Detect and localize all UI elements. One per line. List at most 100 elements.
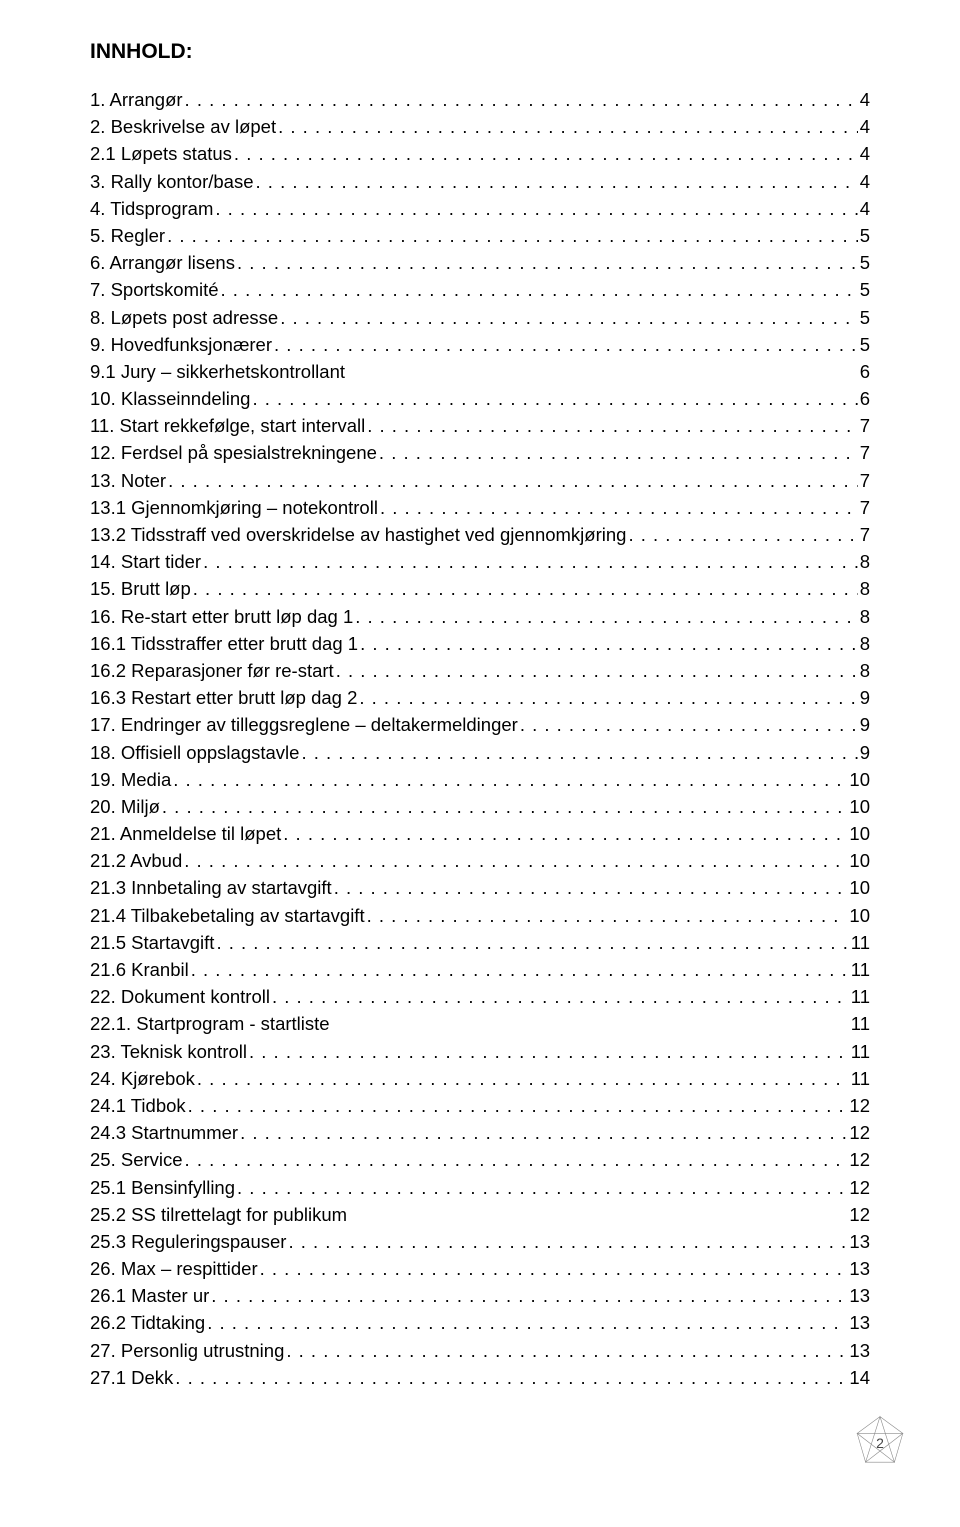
toc-page: 10 <box>849 847 870 874</box>
toc-leader <box>207 1309 847 1336</box>
toc-row: 16.2 Reparasjoner før re-start8 <box>90 657 870 684</box>
toc-row: 3. Rally kontor/base4 <box>90 168 870 195</box>
toc-label: 2.1 Løpets status <box>90 140 232 167</box>
toc-row: 5. Regler5 <box>90 222 870 249</box>
toc-page: 6 <box>860 358 870 385</box>
toc-leader <box>367 902 848 929</box>
toc-leader <box>188 1092 848 1119</box>
toc-row: 16. Re-start etter brutt løp dag 18 <box>90 603 870 630</box>
toc-page: 11 <box>851 983 870 1010</box>
toc-page: 5 <box>860 249 870 276</box>
toc-row: 16.1 Tidsstraffer etter brutt dag 18 <box>90 630 870 657</box>
toc-leader <box>168 467 858 494</box>
toc-page: 4 <box>860 86 870 113</box>
toc-row: 20. Miljø10 <box>90 793 870 820</box>
toc-heading: INNHOLD: <box>90 40 870 64</box>
toc-leader <box>278 113 858 140</box>
toc-label: 26.1 Master ur <box>90 1282 209 1309</box>
toc-label: 27.1 Dekk <box>90 1364 173 1391</box>
toc-page: 11 <box>851 1010 870 1037</box>
toc-page: 13 <box>849 1309 870 1336</box>
toc-page: 13 <box>849 1228 870 1255</box>
toc-row: 13.1 Gjennomkjøring – notekontroll7 <box>90 494 870 521</box>
toc-label: 8. Løpets post adresse <box>90 304 278 331</box>
toc-leader <box>221 276 858 303</box>
toc-label: 25.1 Bensinfylling <box>90 1174 235 1201</box>
toc-label: 4. Tidsprogram <box>90 195 213 222</box>
toc-page: 12 <box>849 1092 870 1119</box>
toc-row: 23. Teknisk kontroll11 <box>90 1038 870 1065</box>
toc-row: 2.1 Løpets status 4 <box>90 140 870 167</box>
toc-row: 9. Hovedfunksjonærer5 <box>90 331 870 358</box>
toc-label: 5. Regler <box>90 222 165 249</box>
toc-row: 17. Endringer av tilleggsreglene – delta… <box>90 711 870 738</box>
toc-row: 25.3 Reguleringspauser13 <box>90 1228 870 1255</box>
toc-page: 7 <box>860 521 870 548</box>
toc-label: 16.1 Tidsstraffer etter brutt dag 1 <box>90 630 358 657</box>
toc-page: 4 <box>860 140 870 167</box>
toc-leader <box>334 874 848 901</box>
toc-leader <box>185 1146 848 1173</box>
toc-page: 12 <box>849 1201 870 1228</box>
toc-leader <box>249 1038 849 1065</box>
toc-label: 21.2 Avbud <box>90 847 182 874</box>
toc-row: 10. Klasseinndeling6 <box>90 385 870 412</box>
toc-row: 6. Arrangør lisens5 <box>90 249 870 276</box>
toc-leader <box>301 739 857 766</box>
toc-page: 5 <box>860 331 870 358</box>
toc-label: 22. Dokument kontroll <box>90 983 270 1010</box>
toc-row: 26.1 Master ur 13 <box>90 1282 870 1309</box>
toc-leader <box>260 1255 848 1282</box>
toc-leader <box>280 304 858 331</box>
toc-row: 16.3 Restart etter brutt løp dag 29 <box>90 684 870 711</box>
toc-row: 13.2 Tidsstraff ved overskridelse av has… <box>90 521 870 548</box>
toc-page: 7 <box>860 494 870 521</box>
toc-row: 9.1 Jury – sikkerhetskontrollant 6 <box>90 358 870 385</box>
toc-leader <box>167 222 858 249</box>
toc-leader <box>286 1337 847 1364</box>
toc-leader <box>288 1228 847 1255</box>
toc-page: 12 <box>849 1174 870 1201</box>
toc-page: 10 <box>849 793 870 820</box>
toc-leader <box>359 684 857 711</box>
toc-leader <box>380 494 858 521</box>
toc-label: 13. Noter <box>90 467 166 494</box>
toc-leader <box>240 1119 847 1146</box>
toc-row: 27.1 Dekk14 <box>90 1364 870 1391</box>
toc-row: 27. Personlig utrustning13 <box>90 1337 870 1364</box>
toc-label: 14. Start tider <box>90 548 201 575</box>
toc-list: 1. Arrangør42. Beskrivelse av løpet42.1 … <box>90 86 870 1391</box>
toc-page: 12 <box>849 1146 870 1173</box>
toc-leader <box>197 1065 849 1092</box>
toc-row: 24.3 Startnummer12 <box>90 1119 870 1146</box>
toc-row: 21.2 Avbud 10 <box>90 847 870 874</box>
toc-leader <box>283 820 847 847</box>
toc-row: 24.1 Tidbok12 <box>90 1092 870 1119</box>
toc-leader <box>175 1364 847 1391</box>
toc-leader <box>193 575 858 602</box>
toc-page: 10 <box>849 902 870 929</box>
toc-page: 8 <box>860 575 870 602</box>
toc-page: 4 <box>860 195 870 222</box>
toc-page: 11 <box>851 1038 870 1065</box>
toc-row: 1. Arrangør4 <box>90 86 870 113</box>
toc-page: 4 <box>860 168 870 195</box>
toc-row: 25.1 Bensinfylling 12 <box>90 1174 870 1201</box>
toc-leader <box>520 711 858 738</box>
toc-page: 10 <box>849 766 870 793</box>
toc-page: 9 <box>860 711 870 738</box>
toc-leader <box>184 847 847 874</box>
toc-leader <box>215 195 857 222</box>
toc-page: 13 <box>849 1282 870 1309</box>
toc-leader <box>162 793 848 820</box>
toc-label: 24.3 Startnummer <box>90 1119 238 1146</box>
toc-label: 11. Start rekkefølge, start intervall <box>90 412 365 439</box>
toc-leader <box>185 86 858 113</box>
toc-label: 9.1 Jury – sikkerhetskontrollant <box>90 358 345 385</box>
toc-row: 15. Brutt løp8 <box>90 575 870 602</box>
toc-row: 21.6 Kranbil11 <box>90 956 870 983</box>
toc-row: 2. Beskrivelse av løpet4 <box>90 113 870 140</box>
toc-row: 26. Max – respittider13 <box>90 1255 870 1282</box>
toc-page: 8 <box>860 657 870 684</box>
toc-page: 4 <box>860 113 870 140</box>
